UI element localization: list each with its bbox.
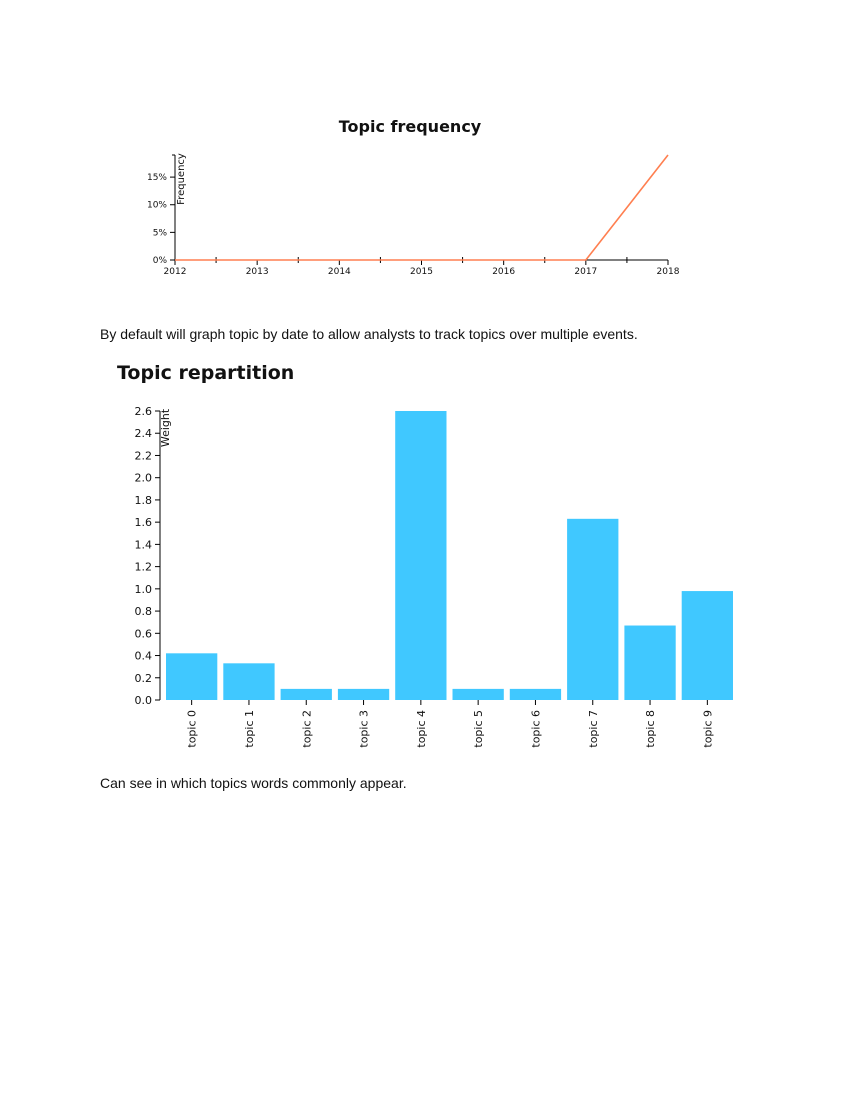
x-tick-label: topic 9 xyxy=(701,710,714,748)
bar xyxy=(567,518,619,700)
y-tick-label: 0% xyxy=(153,256,168,266)
plot-area: 0% 5% 10% 15% 2012 2013 2014 2015 2016 2017 2018 Fr… xyxy=(147,153,680,277)
x-tick-label: 2016 xyxy=(492,267,515,277)
bar xyxy=(337,688,390,700)
y-axis-label: Weight xyxy=(159,408,172,447)
topic-frequency-chart: Topic frequency 0% 5% 10% 15% 2012 2013 2014 20… xyxy=(147,117,680,277)
x-tick-label: 2012 xyxy=(164,267,187,277)
y-tick-label: 1.2 xyxy=(135,561,153,574)
y-tick-label: 1.8 xyxy=(135,494,153,507)
y-tick-label: 0.2 xyxy=(135,672,153,685)
x-tick-label: 2015 xyxy=(410,267,433,277)
bar xyxy=(452,688,504,700)
y-tick-label: 0.8 xyxy=(135,605,153,618)
y-tick-label: 15% xyxy=(147,173,167,183)
x-tick-label: 2018 xyxy=(657,267,680,277)
y-tick-label: 1.6 xyxy=(135,516,153,529)
x-tick-label: topic 5 xyxy=(472,710,485,748)
plot-area: 0.0 0.2 0.4 0.6 0.8 1.0 1.2 1.4 1.6 1.8 2.0 2.2 2.4 2… xyxy=(135,405,733,748)
y-tick-label: 0.4 xyxy=(135,650,153,663)
x-tick-label: topic 0 xyxy=(186,710,199,748)
x-tick-label: 2017 xyxy=(574,267,597,277)
x-tick-label: topic 7 xyxy=(587,710,600,748)
bar xyxy=(166,653,218,700)
bar xyxy=(395,411,447,700)
x-tick-label: topic 8 xyxy=(644,710,657,748)
bar xyxy=(280,688,332,700)
y-tick-label: 5% xyxy=(153,228,168,238)
topic-repartition-chart: Topic repartition 0.0 0.2 0.4 0.6 0.8 1.0 1.2 1… xyxy=(117,362,733,748)
y-tick-label: 2.4 xyxy=(135,427,153,440)
y-tick-label: 10% xyxy=(147,201,167,211)
chart-title: Topic repartition xyxy=(117,362,294,384)
bar xyxy=(681,591,733,700)
y-tick-label: 2.2 xyxy=(135,449,153,462)
frequency-caption: By default will graph topic by date to a… xyxy=(100,326,638,342)
y-tick-label: 2.0 xyxy=(135,472,153,485)
x-tick-label: topic 4 xyxy=(415,710,428,748)
y-axis-label: Frequency xyxy=(176,153,187,205)
bar xyxy=(223,663,275,700)
x-tick-label: 2014 xyxy=(328,267,351,277)
bar xyxy=(509,688,562,700)
y-tick-label: 0.0 xyxy=(135,694,153,707)
y-tick-label: 2.6 xyxy=(135,405,153,418)
series-line xyxy=(175,154,669,261)
x-tick-label: topic 6 xyxy=(529,710,542,748)
x-tick-label: topic 2 xyxy=(300,710,313,748)
x-tick-label: topic 3 xyxy=(358,710,371,748)
bar xyxy=(624,625,676,700)
x-tick-label: topic 1 xyxy=(243,710,256,748)
chart-title: Topic frequency xyxy=(339,117,482,136)
y-tick-label: 0.6 xyxy=(135,627,153,640)
x-tick-label: 2013 xyxy=(246,267,269,277)
y-tick-label: 1.4 xyxy=(135,538,153,551)
y-tick-label: 1.0 xyxy=(135,583,153,596)
repartition-caption: Can see in which topics words commonly a… xyxy=(100,775,407,791)
